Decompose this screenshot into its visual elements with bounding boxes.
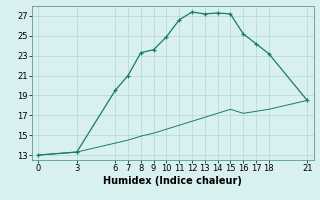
X-axis label: Humidex (Indice chaleur): Humidex (Indice chaleur) [103, 176, 242, 186]
